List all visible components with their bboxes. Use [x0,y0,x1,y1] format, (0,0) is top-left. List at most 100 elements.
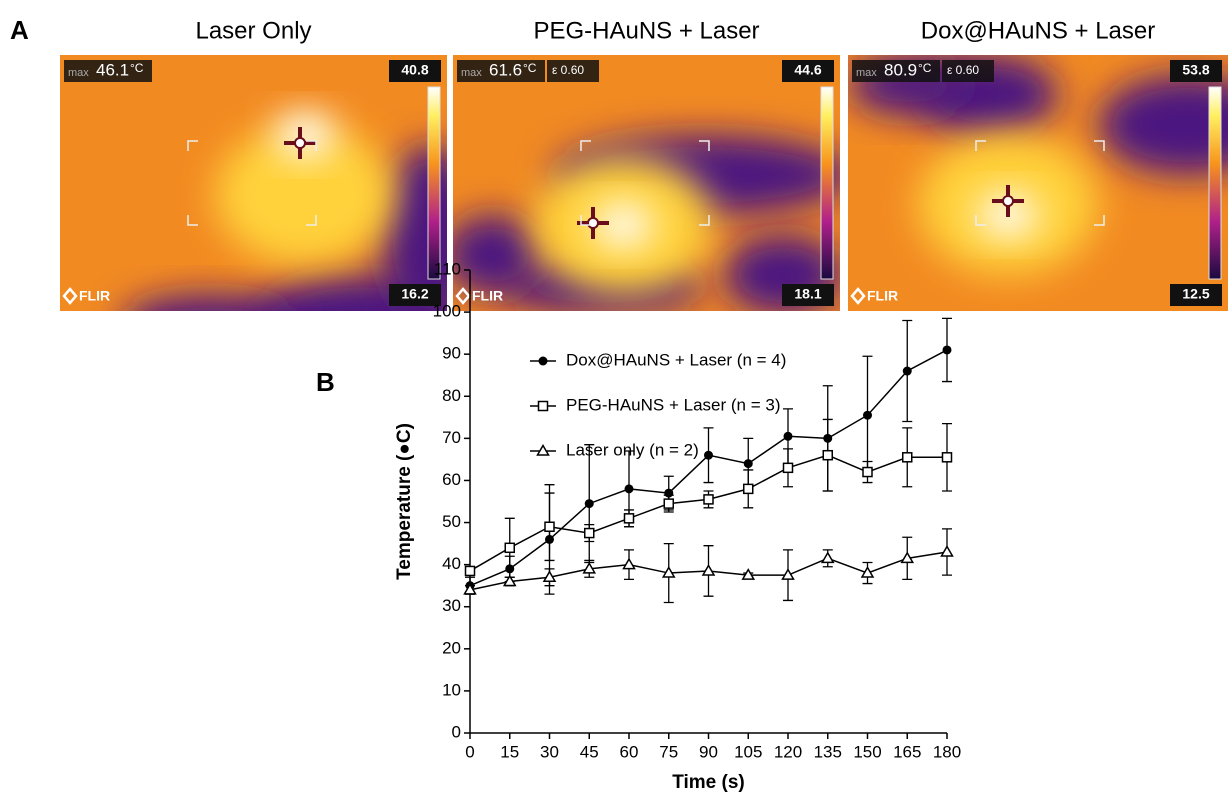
max-unit: °C [523,61,537,75]
cool-region [1098,75,1228,175]
scale-max: 40.8 [401,62,428,78]
max-value: 61.6 [489,60,522,79]
scale-bar [1208,86,1222,280]
scale-bar [427,86,441,280]
marker [661,566,676,578]
x-tick-label: 75 [659,742,678,761]
marker [463,582,477,595]
scale-max-box [389,60,441,82]
y-tick-label: 110 [434,259,461,278]
scale-min-box [782,284,834,306]
legend-label: Laser only (n = 2) [566,440,699,459]
hot-spot [593,203,653,247]
x-tick-label: 120 [774,742,802,761]
hot-spot [275,113,335,157]
cool-region [453,215,543,295]
marker [464,565,476,577]
marker [940,545,954,557]
scale-min: 16.2 [401,286,428,302]
marker [542,570,557,583]
scale-min-box [1170,284,1222,306]
marker [783,431,793,441]
crosshair [587,217,599,229]
brand-logo [62,287,78,305]
panel-letter: B [316,367,335,397]
thermal-image [60,55,447,311]
max-value: 80.9 [884,60,917,79]
marker [860,566,875,578]
legend-marker [536,444,550,456]
x-tick-label: 90 [699,742,718,761]
image-title: Laser Only [195,17,311,44]
scale-max-box [782,60,834,82]
marker [701,563,716,576]
x-tick-label: 150 [853,742,881,761]
bracket [699,140,710,151]
y-tick-label: 90 [442,344,461,363]
marker [502,574,517,587]
warm-region [215,125,395,265]
marker [743,483,754,495]
max-label: max [461,67,482,79]
x-tick-label: 180 [933,742,961,761]
brand-logo [455,287,471,305]
bracket [1094,215,1105,226]
x-tick-label: 60 [620,742,639,761]
y-tick-label: 40 [442,554,461,573]
max-box [852,60,940,82]
marker [781,568,795,580]
scale-bar [820,86,834,280]
legend-label: Dox@HAuNS + Laser (n = 4) [566,350,786,369]
scale-min: 12.5 [1182,286,1209,302]
marker [743,459,753,469]
max-value: 46.1 [96,60,129,79]
marker [902,452,913,463]
y-axis-label: Temperature (●C) [394,423,415,580]
x-tick-label: 30 [540,742,559,761]
marker [704,450,713,460]
emissivity-box [547,60,599,82]
emissivity: ε 0.60 [947,63,979,77]
marker [902,366,912,376]
max-unit: °C [918,61,932,75]
crosshair [1002,195,1014,207]
x-tick-label: 105 [734,742,762,761]
max-unit: °C [130,61,144,75]
y-tick-label: 10 [442,680,461,699]
marker [663,498,674,509]
marker [582,561,597,574]
image-title: PEG-HAuNS + Laser [533,17,759,44]
y-tick-label: 50 [442,512,461,531]
x-tick-label: 15 [500,742,519,761]
x-tick-label: 135 [814,742,842,761]
brand: FLIR [867,288,898,304]
marker [623,513,635,524]
marker [544,521,555,533]
bracket [1094,140,1105,151]
y-tick-label: 0 [452,722,461,741]
marker [703,494,714,505]
marker [822,449,833,461]
cool-region [130,295,290,311]
emissivity-box [942,60,994,82]
scale-min-box [389,284,441,306]
marker [504,542,515,554]
bracket [306,215,317,226]
y-tick-label: 30 [442,596,461,615]
marker [624,484,634,494]
y-tick-label: 70 [442,428,461,447]
marker [942,345,952,355]
marker [820,551,835,564]
brand: FLIR [472,288,503,304]
emissivity: ε 0.60 [552,63,584,77]
marker [900,551,915,564]
scale-min: 18.1 [794,286,821,302]
x-tick-label: 165 [893,742,921,761]
marker [863,410,872,420]
legend-marker [537,400,549,412]
marker [622,557,636,570]
brand-logo [850,287,866,305]
bracket [580,140,591,151]
thermal-image [848,55,1228,311]
